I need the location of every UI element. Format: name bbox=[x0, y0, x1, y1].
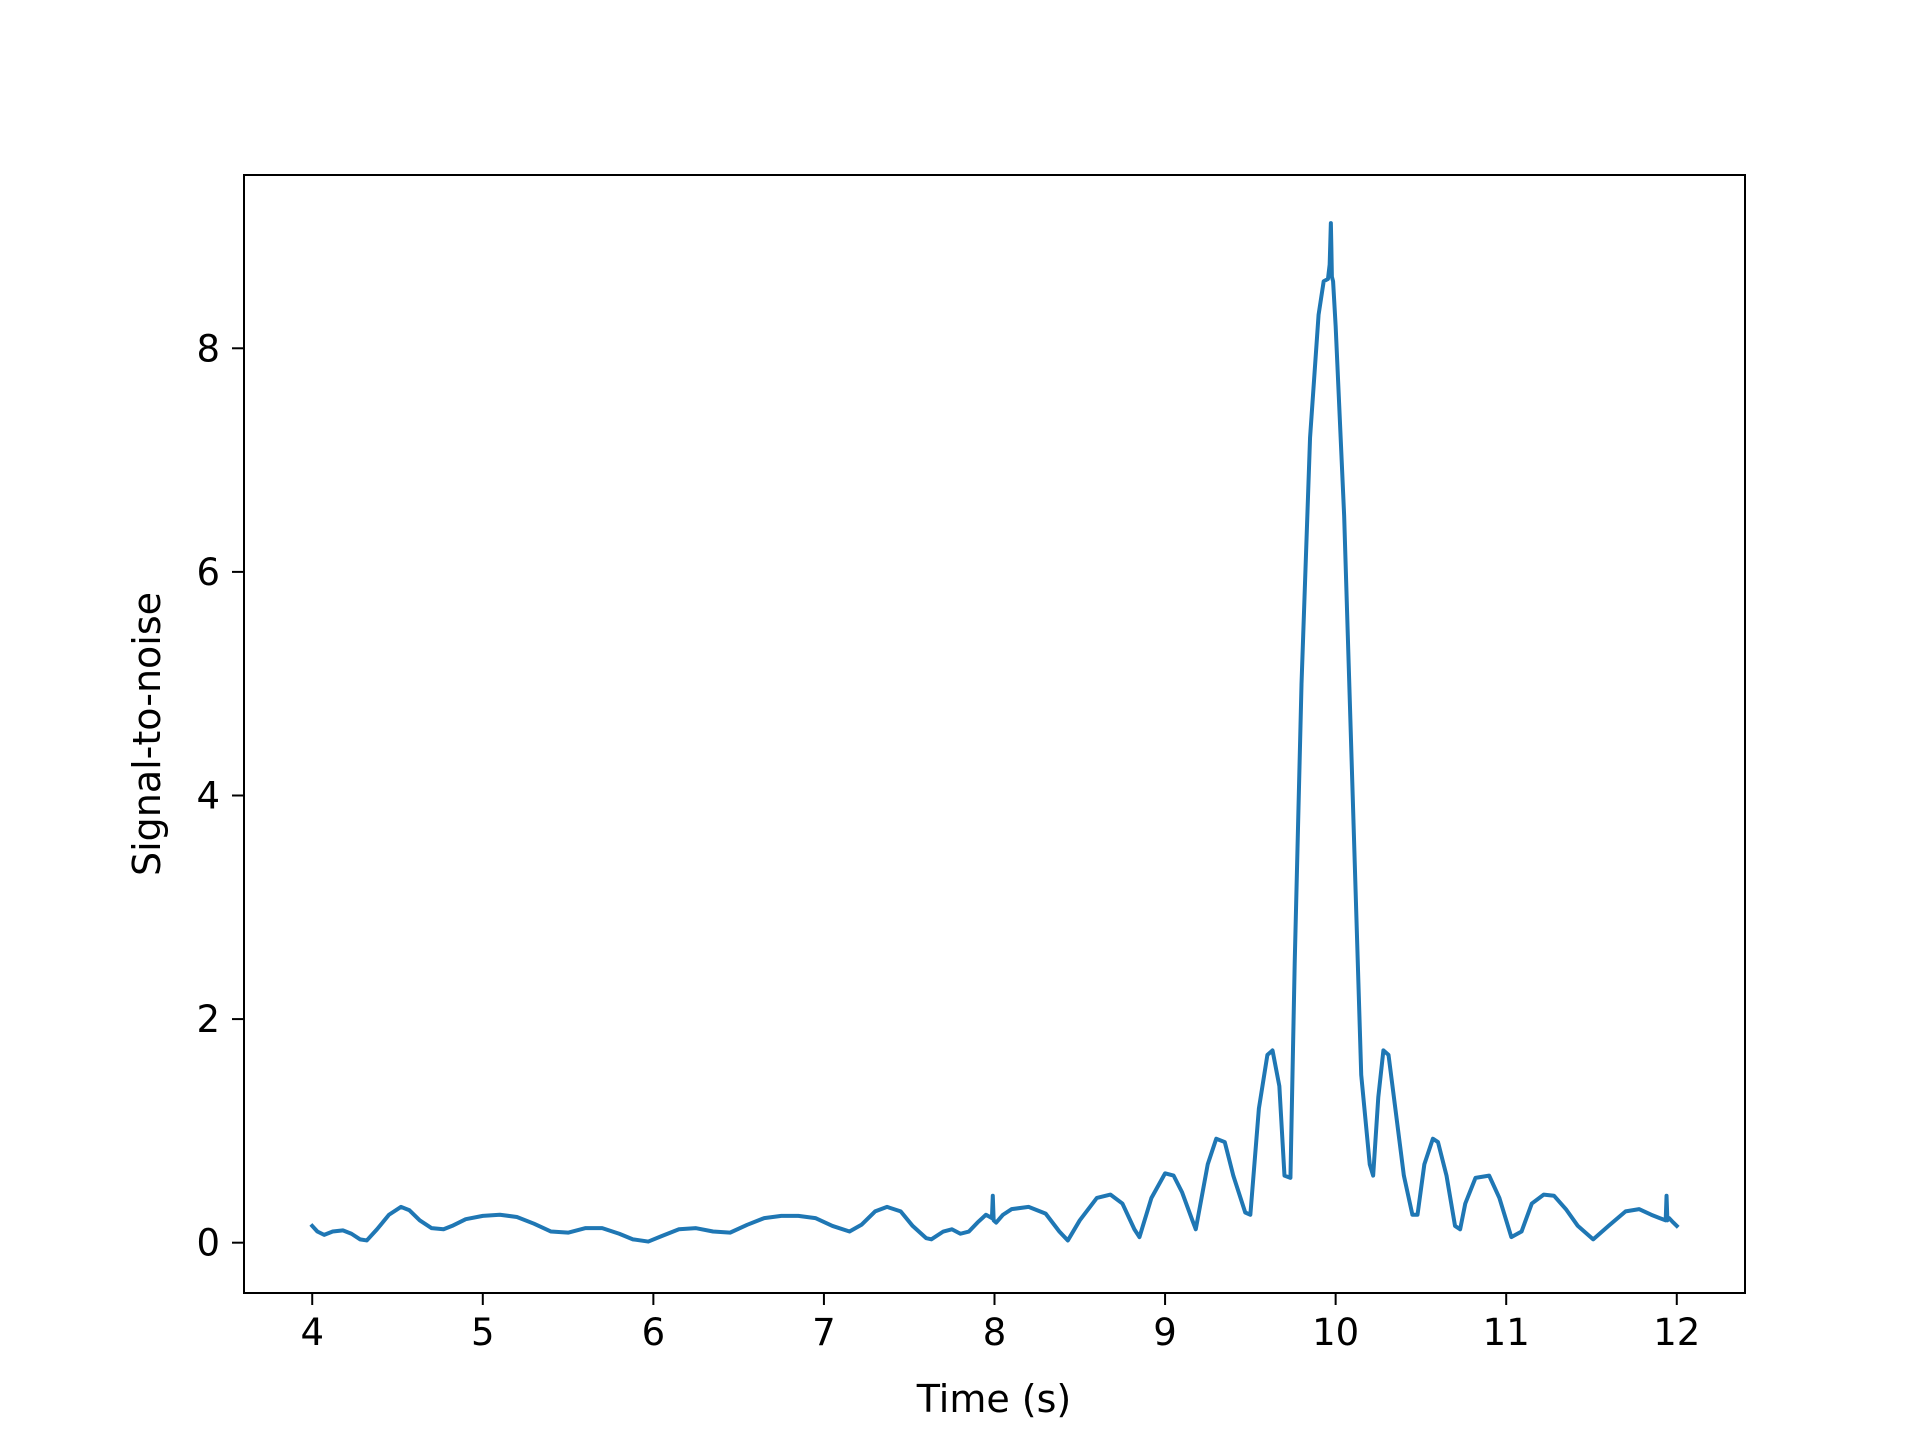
x-tick-label: 8 bbox=[983, 1311, 1007, 1354]
x-tick-label: 4 bbox=[300, 1311, 324, 1354]
plot-area bbox=[244, 175, 1745, 1293]
plot-frame bbox=[243, 174, 1746, 1294]
x-tick-label: 5 bbox=[471, 1311, 495, 1354]
x-axis-label: Time (s) bbox=[916, 1377, 1072, 1421]
y-axis-label: Signal-to-noise bbox=[125, 592, 169, 876]
y-tick-label: 4 bbox=[196, 774, 220, 817]
x-tick-label: 9 bbox=[1153, 1311, 1177, 1354]
series-line bbox=[309, 221, 1680, 1244]
y-tick-label: 6 bbox=[196, 551, 220, 594]
x-tick-label: 11 bbox=[1483, 1311, 1530, 1354]
y-tick-label: 8 bbox=[196, 327, 220, 370]
y-tick-label: 0 bbox=[196, 1222, 220, 1265]
x-tick-label: 6 bbox=[642, 1311, 666, 1354]
y-axis-ticks: 0 2 4 6 8 bbox=[196, 327, 244, 1265]
x-tick-label: 7 bbox=[812, 1311, 836, 1354]
x-axis-ticks: 4 5 6 7 8 9 10 11 12 bbox=[300, 1293, 1700, 1354]
x-tick-label: 12 bbox=[1653, 1311, 1700, 1354]
y-tick-label: 2 bbox=[196, 998, 220, 1041]
x-tick-label: 10 bbox=[1312, 1311, 1359, 1354]
